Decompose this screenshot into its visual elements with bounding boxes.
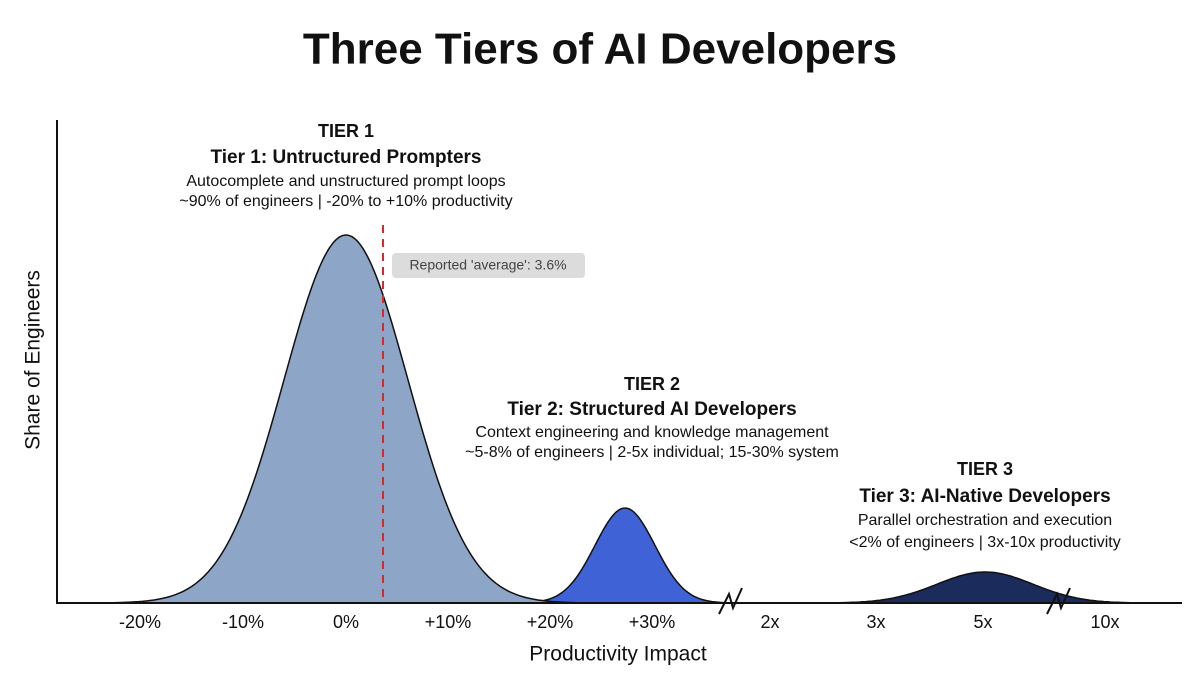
x-ticks: -20% -10% 0% +10% +20% +30% 2x 3x 5x 10x — [119, 612, 1120, 632]
x-tick-label: -20% — [119, 612, 161, 632]
x-tick-label: +30% — [629, 612, 676, 632]
x-axis-label: Productivity Impact — [529, 643, 707, 666]
x-tick-label: 5x — [973, 612, 992, 632]
tier-curve — [60, 234, 640, 604]
tier-name: Tier 2: Structured AI Developers — [507, 399, 796, 420]
tier-description: Autocomplete and unstructured prompt loo… — [186, 173, 505, 190]
x-tick-label: +10% — [425, 612, 472, 632]
axis-break — [1046, 587, 1071, 615]
y-axis-label: Share of Engineers — [22, 270, 45, 450]
tier-name: Tier 3: AI-Native Developers — [859, 486, 1110, 507]
tier-name: Tier 1: Untructured Prompters — [211, 147, 482, 168]
axis-break — [718, 587, 743, 615]
tier-stats: ~5-8% of engineers | 2-5x individual; 15… — [465, 444, 839, 461]
annotation-box — [392, 253, 585, 278]
axis-breaks — [718, 587, 1071, 615]
x-tick-label: 2x — [760, 612, 779, 632]
tier-tag: TIER 1 — [318, 121, 374, 141]
x-tick-label: -10% — [222, 612, 264, 632]
tier-tag: TIER 2 — [624, 374, 680, 394]
x-tick-label: 0% — [333, 612, 359, 632]
tier-stats: <2% of engineers | 3x-10x productivity — [849, 534, 1120, 551]
chart-title: Three Tiers of AI Developers — [303, 25, 897, 74]
x-tick-label: 3x — [866, 612, 885, 632]
x-tick-label: 10x — [1090, 612, 1119, 632]
tier-description: Context engineering and knowledge manage… — [475, 424, 829, 441]
average-annotation: Reported 'average': 3.6% — [409, 257, 566, 273]
x-tick-label: +20% — [527, 612, 574, 632]
tier-stats: ~90% of engineers | -20% to +10% product… — [179, 193, 512, 210]
tier-labels: TIER 1 Tier 1: Untructured Prompters Autoc… — [179, 121, 1120, 551]
tier-description: Parallel orchestration and execution — [858, 512, 1112, 529]
tier-tag: TIER 3 — [957, 459, 1013, 479]
